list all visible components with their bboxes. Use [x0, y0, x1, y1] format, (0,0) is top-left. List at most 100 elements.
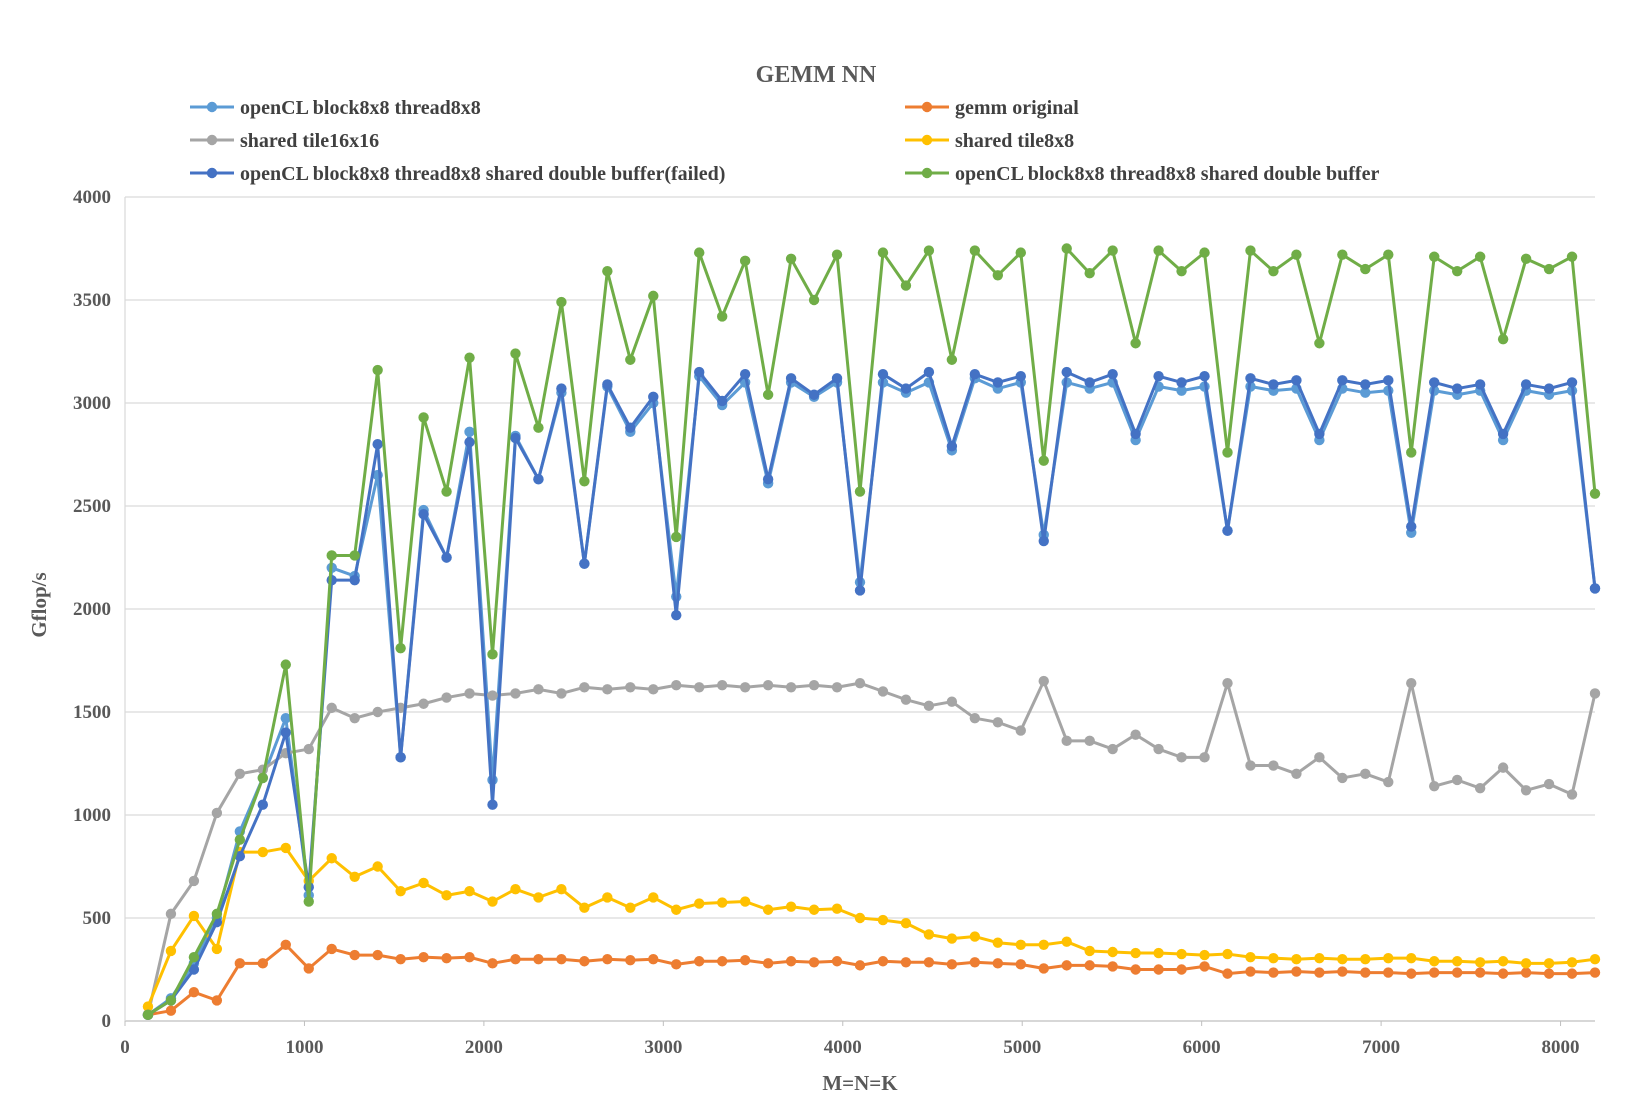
data-point — [1429, 967, 1440, 978]
data-point — [1015, 939, 1026, 950]
data-point — [1222, 525, 1233, 536]
data-point — [648, 290, 659, 302]
data-point — [1153, 743, 1164, 755]
data-point — [234, 768, 246, 779]
x-axis-ticks: 0 1000 2000 3000 4000 5000 6000 7000 8000 — [120, 1021, 1580, 1058]
data-point — [556, 688, 567, 699]
data-point — [1497, 762, 1509, 773]
data-point — [464, 352, 475, 363]
y-tick-label: 2500 — [73, 496, 111, 517]
data-point — [1543, 778, 1555, 790]
data-point — [739, 255, 751, 267]
data-point — [395, 954, 406, 965]
data-point — [372, 364, 383, 376]
data-point — [1543, 958, 1555, 969]
legend-item: shared tile16x16 — [190, 130, 379, 152]
data-point — [165, 908, 177, 920]
data-point — [372, 706, 383, 718]
data-point — [831, 249, 843, 260]
data-point — [510, 348, 521, 359]
data-point — [326, 702, 337, 714]
data-point — [1474, 957, 1486, 968]
data-point — [1474, 783, 1486, 794]
data-point — [625, 682, 636, 693]
data-point — [303, 896, 314, 907]
data-point — [257, 772, 269, 784]
data-point — [1337, 772, 1348, 784]
data-point — [372, 949, 383, 961]
data-point — [877, 247, 889, 258]
data-point — [1474, 251, 1486, 262]
data-point — [671, 531, 682, 543]
legend-swatch-marker — [921, 101, 933, 113]
legend-swatch-marker — [921, 167, 933, 179]
data-point — [487, 799, 498, 810]
data-point — [349, 574, 360, 586]
data-point — [831, 373, 843, 384]
data-point — [234, 851, 246, 862]
data-point — [739, 955, 751, 966]
data-point — [395, 886, 406, 897]
data-point — [1084, 377, 1095, 388]
y-axis-ticks: 0 500 1000 1500 2000 2500 3000 3500 4000 — [73, 187, 111, 1032]
data-point — [303, 743, 314, 755]
data-point — [1497, 333, 1509, 345]
data-point — [762, 389, 774, 400]
data-point — [533, 422, 544, 433]
data-point — [808, 294, 820, 306]
data-point — [1061, 243, 1072, 254]
data-point — [1451, 383, 1463, 394]
chart-title: GEMM NN — [756, 62, 877, 88]
data-point — [188, 910, 200, 922]
data-point — [900, 917, 912, 929]
data-point — [854, 486, 866, 497]
data-point — [211, 807, 223, 819]
data-point — [556, 954, 567, 965]
data-point — [1589, 488, 1601, 499]
data-point — [1406, 521, 1417, 532]
legend-swatch-marker — [921, 134, 933, 146]
data-point — [441, 692, 452, 703]
data-point — [1015, 959, 1026, 970]
data-point — [280, 659, 291, 670]
data-point — [1360, 768, 1371, 779]
data-point — [1314, 428, 1325, 440]
data-point — [602, 379, 613, 390]
data-point — [1383, 967, 1394, 978]
data-point — [1314, 752, 1325, 763]
legend-swatch-marker — [206, 167, 218, 179]
data-point — [1130, 428, 1141, 440]
data-point — [1497, 956, 1509, 967]
data-point — [716, 395, 728, 407]
series-line — [146, 679, 1597, 1016]
data-point — [257, 799, 269, 810]
data-point — [625, 902, 636, 913]
data-point — [188, 964, 200, 975]
y-tick-label: 1000 — [73, 805, 111, 826]
legend-item: openCL block8x8 thread8x8 shared double … — [905, 163, 1379, 185]
series-5 — [142, 366, 1601, 1021]
data-point — [349, 871, 360, 882]
data-point — [648, 892, 659, 903]
data-point — [1291, 954, 1302, 965]
data-point — [946, 354, 958, 365]
data-point — [464, 688, 475, 699]
data-point — [418, 412, 429, 423]
data-point — [556, 296, 567, 308]
data-point — [1291, 768, 1302, 779]
data-point — [1429, 780, 1440, 792]
data-point — [1061, 960, 1072, 971]
data-point — [1314, 338, 1325, 349]
data-point — [716, 956, 728, 967]
data-point — [877, 686, 889, 697]
data-point — [1360, 263, 1371, 275]
series-3 — [142, 675, 1601, 1021]
data-point — [671, 904, 682, 915]
data-point — [1589, 688, 1601, 699]
data-point — [1589, 583, 1601, 594]
data-point — [1245, 951, 1256, 963]
data-point — [556, 883, 567, 895]
data-point — [1107, 743, 1118, 755]
data-point — [1153, 245, 1164, 256]
